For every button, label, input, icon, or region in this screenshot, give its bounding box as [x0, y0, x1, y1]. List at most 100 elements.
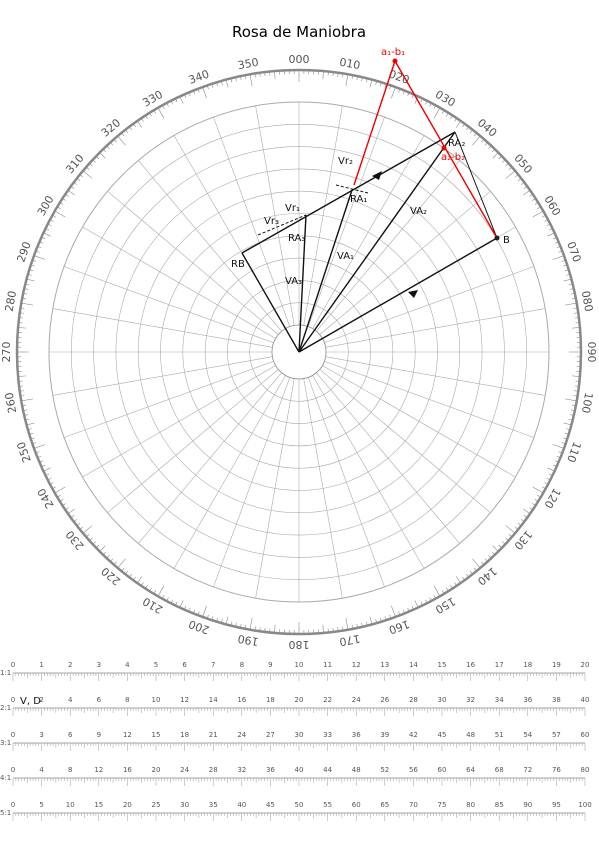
degree-tick [62, 503, 67, 506]
degree-tick [67, 508, 75, 514]
bearing-label: 250 [14, 440, 33, 464]
scale-tick-label: 68 [495, 766, 504, 774]
degree-tick [481, 138, 485, 143]
scale-tick-label: 18 [180, 731, 189, 739]
scale-tick-label: 32 [237, 766, 246, 774]
degree-tick [259, 72, 261, 77]
degree-tick [21, 302, 34, 306]
scale-tick-label: 76 [552, 766, 561, 774]
scale-tick-label: 90 [523, 801, 532, 809]
degree-tick [102, 148, 107, 153]
degree-tick [379, 617, 382, 622]
degree-tick [571, 327, 580, 329]
degree-tick [117, 135, 126, 146]
degree-tick [554, 460, 559, 463]
degree-tick [29, 432, 34, 435]
degree-tick [254, 626, 256, 631]
degree-tick [18, 327, 27, 329]
scale-tick-label: 54 [523, 731, 532, 739]
degree-tick [235, 77, 237, 82]
degree-tick [514, 174, 519, 178]
scale-ratio: 1:1 [0, 669, 11, 677]
degree-tick [23, 409, 28, 411]
scale-tick-label: 4 [39, 766, 44, 774]
degree-tick [472, 558, 481, 569]
degree-tick [35, 451, 40, 454]
degree-tick [433, 585, 441, 597]
label: a₂-b₂ [441, 152, 465, 163]
scale-tick-label: 14 [409, 661, 418, 669]
degree-tick [113, 561, 117, 566]
point-a1b1 [392, 58, 398, 64]
degree-tick [398, 88, 401, 93]
degree-tick [570, 409, 575, 411]
degree-tick [462, 576, 465, 581]
degree-tick [541, 215, 546, 218]
degree-tick [424, 599, 428, 604]
degree-tick [170, 599, 174, 604]
radial-line [319, 369, 491, 513]
scale-tick-label: 4 [125, 661, 130, 669]
scale-tick-label: 70 [409, 801, 418, 809]
degree-tick [411, 94, 414, 99]
degree-tick [411, 605, 414, 610]
degree-tick [153, 590, 157, 594]
degree-tick [113, 138, 117, 143]
degree-tick [59, 499, 64, 502]
ra2-b-line [454, 131, 498, 239]
degree-tick [547, 467, 555, 472]
degree-tick [473, 567, 477, 572]
radial-line [138, 160, 282, 332]
scale-tick-label: 0 [11, 801, 15, 809]
scale-tick-label: 6 [97, 696, 102, 704]
radial-line [322, 365, 516, 478]
degree-tick [57, 206, 61, 210]
degree-tick [141, 118, 144, 122]
degree-tick [561, 259, 566, 262]
degree-tick [454, 582, 457, 586]
degree-tick [402, 90, 405, 95]
degree-tick [505, 537, 509, 541]
scale-tick-label: 45 [438, 731, 447, 739]
degree-tick [35, 250, 40, 253]
bearing-label: 160 [387, 617, 411, 636]
bearing-label: 340 [187, 67, 211, 86]
degree-tick [230, 78, 233, 83]
scale-tick-label: 16 [123, 766, 132, 774]
bearing-label: 140 [475, 564, 499, 587]
degree-tick [429, 102, 432, 107]
radial-line [325, 356, 546, 396]
degree-tick [546, 477, 551, 481]
degree-tick [498, 544, 503, 549]
degree-tick [466, 126, 469, 131]
scale-tick-label: 28 [409, 696, 418, 704]
va3-line [298, 214, 307, 353]
degree-tick [424, 100, 428, 105]
va2-line [298, 131, 456, 353]
degree-tick [556, 455, 561, 458]
scale-tick-label: 30 [438, 696, 447, 704]
degree-tick [216, 82, 219, 87]
degree-tick [547, 232, 555, 237]
degree-tick [573, 395, 578, 397]
degree-tick [520, 182, 525, 185]
degree-tick [82, 525, 93, 534]
degree-tick [491, 551, 496, 556]
scale-tick-label: 80 [466, 801, 475, 809]
scale-tick-label: 12 [180, 696, 189, 704]
degree-tick [469, 129, 473, 134]
scale-tick-label: 18 [523, 661, 532, 669]
degree-tick [529, 507, 533, 510]
degree-tick [41, 464, 46, 467]
degree-tick [356, 623, 358, 628]
degree-tick [531, 503, 536, 506]
degree-tick [379, 82, 382, 87]
degree-tick [49, 482, 54, 485]
degree-tick [179, 600, 184, 608]
scale-tick-label: 56 [409, 766, 418, 774]
bearing-label: 080 [579, 290, 595, 313]
degree-tick [391, 86, 396, 99]
scale-tick-label: 14 [209, 696, 218, 704]
radial-line [303, 105, 343, 326]
scale-tick-label: 5 [154, 661, 158, 669]
